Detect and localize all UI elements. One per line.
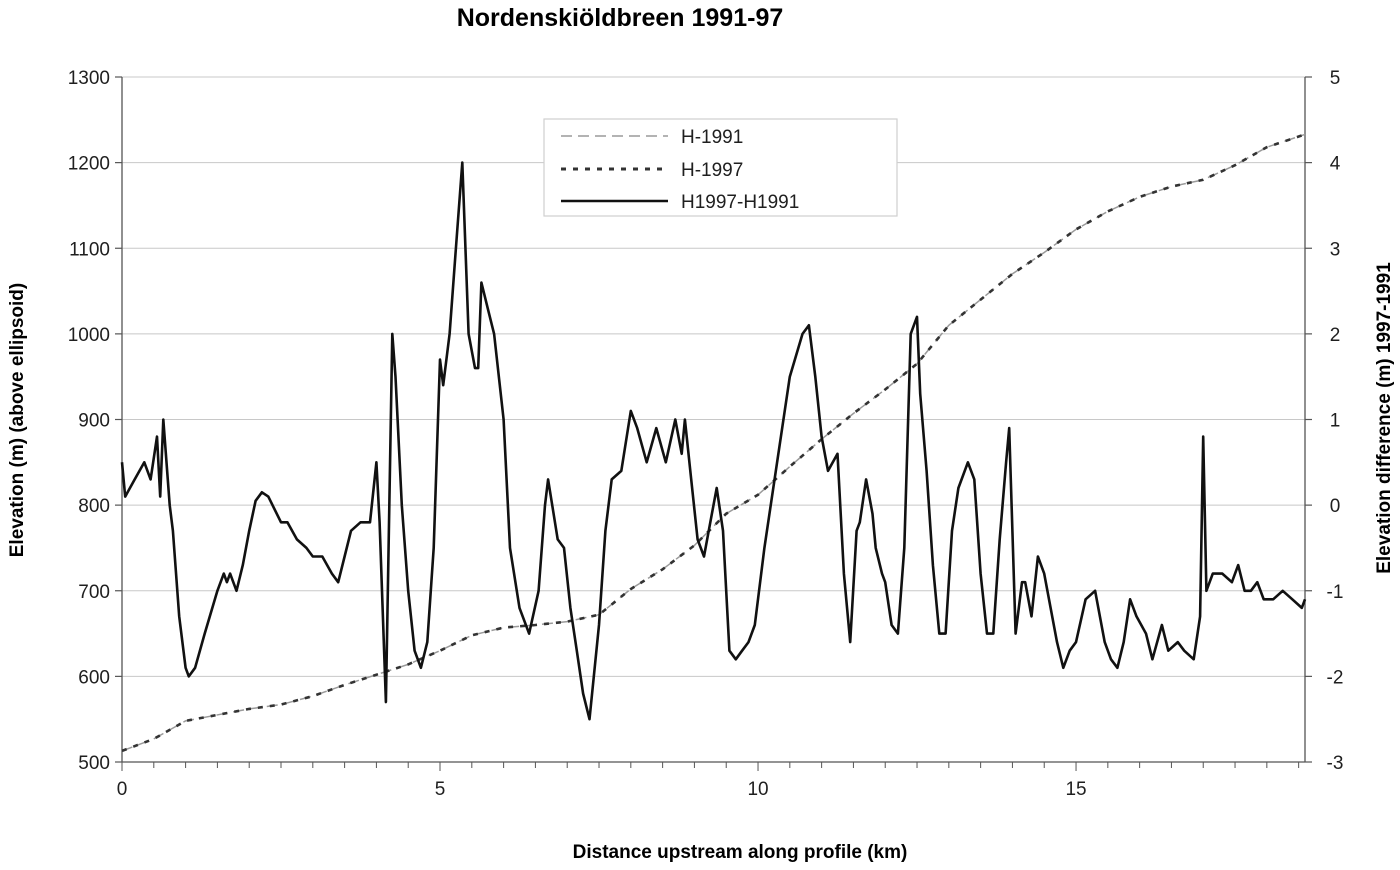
x-axis-label: Distance upstream along profile (km) <box>573 842 908 863</box>
legend-label-h1991: H-1991 <box>681 127 743 148</box>
x-tick-label: 10 <box>747 779 768 800</box>
y-axis-label-right: Elevation difference (m) 1997-1991 <box>1374 262 1395 574</box>
y-tick-label-right: 1 <box>1330 411 1341 432</box>
y-tick-label-right: 5 <box>1330 68 1341 89</box>
y-tick-label-left: 1000 <box>68 325 110 346</box>
x-tick-label: 5 <box>435 779 446 800</box>
y-tick-label-left: 900 <box>78 411 110 432</box>
axes <box>115 76 1312 771</box>
y-tick-label-left: 1200 <box>68 154 110 175</box>
y-tick-label-right: -2 <box>1327 667 1344 688</box>
y-tick-label-left: 600 <box>78 667 110 688</box>
y-axis-label-left: Elevation (m) (above ellipsoid) <box>7 283 28 558</box>
series-line-h1997 <box>121 133 1306 753</box>
legend-label-h1997: H-1997 <box>681 160 743 181</box>
y-tick-label-right: 3 <box>1330 239 1341 260</box>
y-tick-label-right: 4 <box>1330 154 1341 175</box>
y-tick-label-right: 2 <box>1330 325 1341 346</box>
y-tick-label-right: -3 <box>1327 753 1344 774</box>
series-lines <box>120 133 1307 753</box>
y-tick-label-left: 1300 <box>68 68 110 89</box>
chart-title: Nordenskiöldbreen 1991-97 <box>457 4 784 32</box>
y-tick-label-right: 0 <box>1330 496 1341 517</box>
x-tick-label: 15 <box>1065 779 1086 800</box>
legend: H-1991 H-1997 H1997-H1991 <box>543 118 898 217</box>
legend-label-difference: H1997-H1991 <box>681 192 799 213</box>
tick-labels: 500 600 700 800 900 1000 1100 1200 1300 -3 -2 -1 0 1 2… <box>68 68 1344 800</box>
y-tick-label-right: -1 <box>1327 582 1344 603</box>
x-tick-label: 0 <box>117 779 128 800</box>
y-tick-label-left: 700 <box>78 582 110 603</box>
y-tick-label-left: 1100 <box>69 239 110 260</box>
series-line-difference <box>120 161 1307 721</box>
y-tick-label-left: 500 <box>78 753 110 774</box>
y-tick-label-left: 800 <box>78 496 110 517</box>
